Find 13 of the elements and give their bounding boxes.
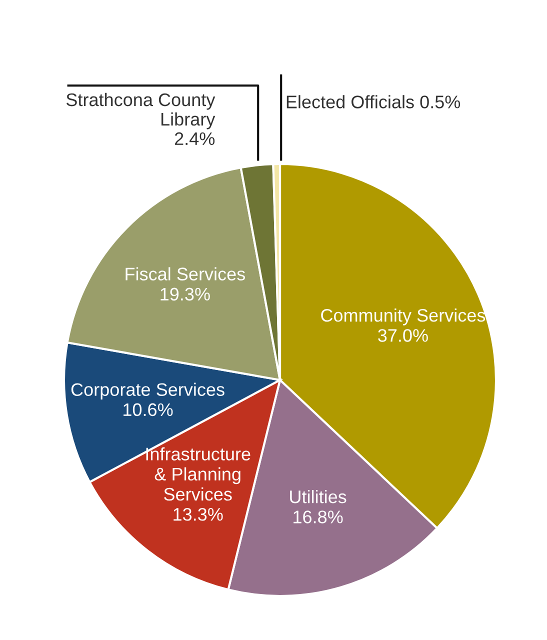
slice-label: Strathcona County Library (66, 92, 216, 130)
slice-label: Community Services (321, 308, 486, 326)
slice-label: Elected Officials 0.5% (286, 95, 460, 108)
slice-label: Infrastructure & Planning Services (146, 447, 250, 501)
data-label: 16.8% (294, 510, 343, 524)
data-label: 10.6% (124, 403, 173, 416)
data-label: 2.4% (174, 132, 215, 146)
slice-label: Utilities (290, 490, 346, 504)
data-label: 13.3% (174, 508, 223, 521)
slice-label: Fiscal Services (126, 267, 245, 280)
data-label: 19.3% (160, 288, 210, 301)
slice-label: Corporate Services (71, 382, 224, 400)
data-label: 37.0% (378, 329, 428, 342)
